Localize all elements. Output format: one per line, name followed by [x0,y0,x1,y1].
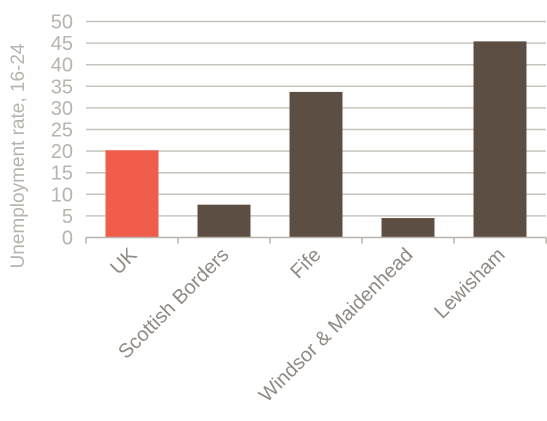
bar-windsor-maidenhead [382,218,435,237]
y-tick-label: 20 [51,141,73,163]
y-tick-label: 10 [51,184,73,206]
x-tick-label: Lewisham [430,244,509,323]
y-tick-label: 50 [51,12,73,34]
y-tick-label: 25 [51,120,73,142]
y-tick-label: 45 [51,33,73,55]
y-axis-title: Unemployment rate, 16-24 [8,43,29,268]
x-axis [86,238,546,244]
y-tick-label: 30 [51,98,73,120]
x-tick-label: UK [106,244,142,280]
x-tick-label: Fife [286,244,325,283]
bar-uk [106,150,159,237]
bar-scottish-borders [198,205,251,238]
y-tick-label: 35 [51,76,73,98]
y-tick-label: 0 [62,228,73,250]
x-tick-label: Windsor & Maidenhead [255,244,418,407]
y-tick-label: 15 [51,163,73,185]
y-tick-label: 40 [51,55,73,77]
bar-lewisham [474,41,527,237]
y-tick-label: 5 [62,206,73,228]
bars [106,41,527,237]
bar-fife [290,92,343,238]
